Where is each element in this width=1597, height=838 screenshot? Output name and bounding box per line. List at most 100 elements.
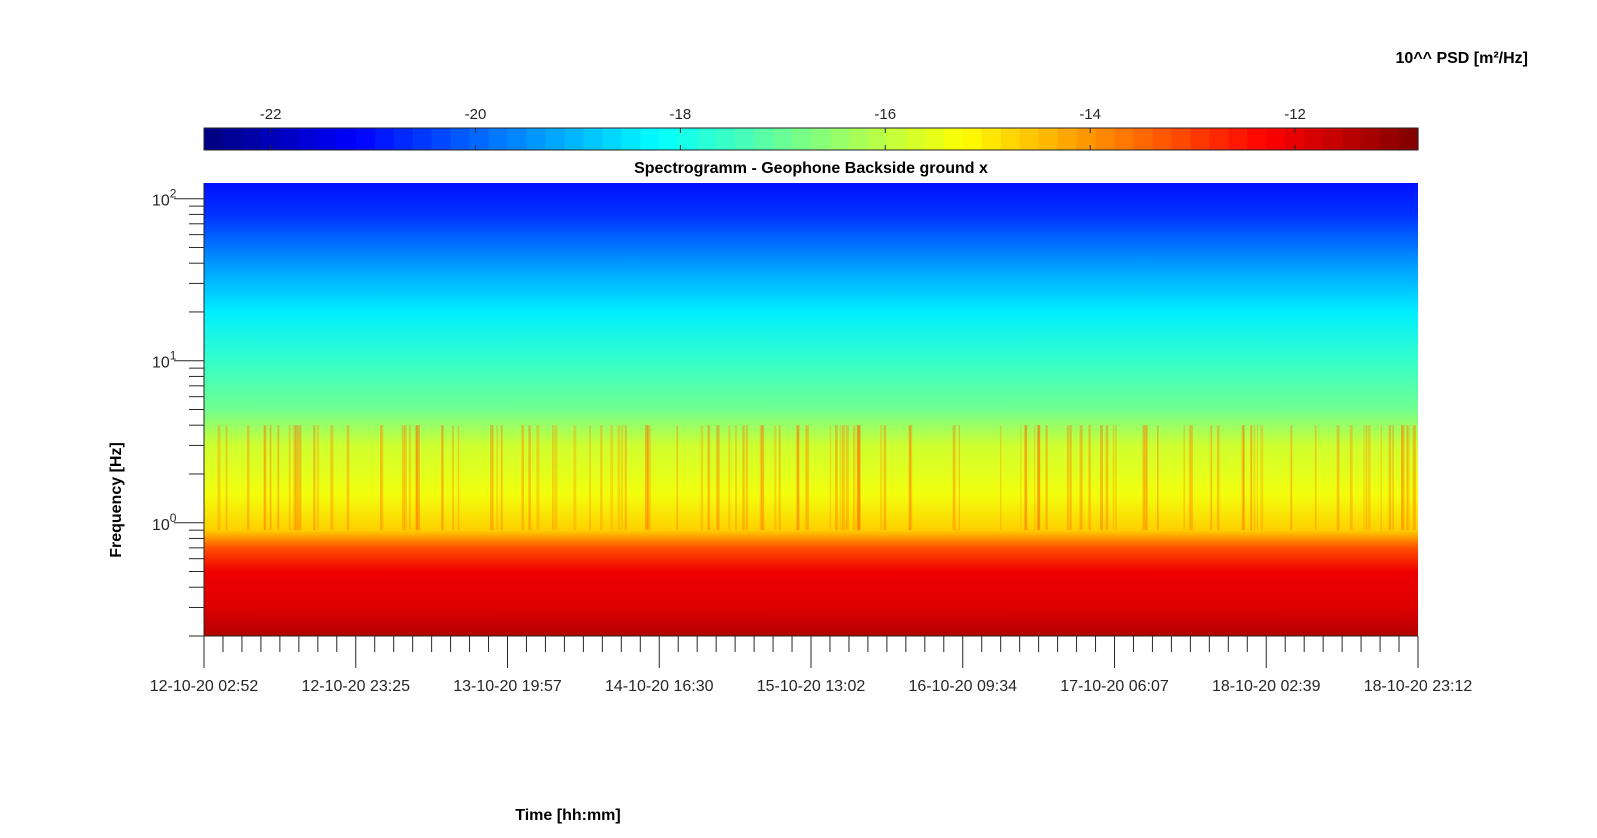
spectrogram-texture bbox=[1105, 425, 1109, 531]
spectrogram-texture bbox=[1115, 425, 1117, 531]
colorbar-segment bbox=[1076, 128, 1097, 150]
x-tick-label: 12-10-20 02:52 bbox=[150, 678, 259, 695]
spectrogram-texture bbox=[857, 425, 860, 531]
spectrogram-texture bbox=[554, 425, 558, 531]
colorbar-segment bbox=[1152, 128, 1173, 150]
colorbar-segment bbox=[1266, 128, 1286, 150]
spectrogram-texture bbox=[263, 425, 267, 531]
colorbar-segment bbox=[602, 128, 622, 150]
spectrogram-texture bbox=[1066, 425, 1070, 531]
colorbar-segment bbox=[1399, 128, 1419, 150]
spectrogram-texture bbox=[845, 425, 849, 531]
spectrogram-texture bbox=[1088, 425, 1091, 531]
spectrogram-texture bbox=[796, 425, 800, 531]
spectrogram-texture bbox=[589, 425, 591, 531]
colorbar-segment bbox=[564, 128, 584, 150]
x-tick-label: 14-10-20 16:30 bbox=[605, 678, 714, 695]
spectrogram-texture bbox=[759, 425, 763, 531]
spectrogram-texture bbox=[856, 425, 860, 531]
spectrogram-texture bbox=[404, 425, 407, 531]
spectrogram-texture bbox=[1183, 425, 1185, 531]
colorbar-tick-label: -16 bbox=[874, 106, 896, 123]
spectrogram-texture bbox=[1142, 425, 1146, 531]
colorbar-segment bbox=[1228, 128, 1248, 150]
colorbar-segment bbox=[867, 128, 888, 150]
spectrogram-texture bbox=[1412, 425, 1416, 531]
spectrogram-texture bbox=[646, 425, 649, 531]
spectrogram-texture bbox=[852, 425, 856, 531]
colorbar-segment bbox=[1057, 128, 1078, 150]
spectrogram-texture bbox=[1314, 425, 1317, 531]
spectrogram-texture bbox=[401, 425, 405, 531]
spectrogram-texture bbox=[735, 425, 737, 531]
colorbar-segment bbox=[431, 128, 452, 150]
spectrogram-texture bbox=[617, 425, 621, 531]
spectrogram-texture bbox=[536, 425, 540, 531]
y-tick-label: 102 bbox=[152, 187, 177, 210]
spectrogram-texture bbox=[295, 425, 299, 531]
x-tick-label: 16-10-20 09:34 bbox=[908, 678, 1017, 695]
spectrogram-texture bbox=[1156, 425, 1159, 531]
colorbar-segment bbox=[204, 128, 224, 150]
spectrogram-texture bbox=[1024, 425, 1027, 531]
spectrogram-texture bbox=[522, 425, 525, 531]
colorbar-segment bbox=[697, 128, 717, 150]
spectrogram-texture bbox=[1112, 425, 1115, 531]
colorbar-segment bbox=[1019, 128, 1040, 150]
y-axis: 100 101 102 bbox=[152, 183, 205, 637]
spectrogram-texture bbox=[624, 425, 627, 531]
x-tick-label: 18-10-20 02:39 bbox=[1212, 678, 1321, 695]
spectrogram-texture bbox=[298, 425, 302, 531]
spectrogram-texture bbox=[880, 425, 883, 531]
spectrogram-texture bbox=[1045, 425, 1048, 531]
colorbar: -22 -20 -18 -16 -14 -12 bbox=[203, 106, 1419, 151]
spectrogram-texture bbox=[841, 425, 844, 531]
colorbar-segment bbox=[924, 128, 945, 150]
spectrogram-texture bbox=[761, 425, 765, 531]
colorbar-segment bbox=[450, 128, 471, 150]
colorbar-segment bbox=[792, 128, 812, 150]
spectrogram-texture bbox=[521, 425, 524, 531]
spectrogram-texture bbox=[313, 425, 316, 531]
colorbar-label: 10^^ PSD [m²/Hz] bbox=[1396, 50, 1528, 67]
spectrogram-texture bbox=[952, 425, 956, 531]
colorbar-segment bbox=[1190, 128, 1210, 150]
spectrogram-texture bbox=[835, 425, 838, 531]
colorbar-segment bbox=[1095, 128, 1116, 150]
colorbar-tick-label: -12 bbox=[1284, 106, 1306, 123]
colorbar-segment bbox=[811, 128, 831, 150]
colorbar-segment bbox=[1171, 128, 1191, 150]
spectrogram-texture bbox=[805, 425, 808, 531]
spectrogram-texture bbox=[839, 425, 841, 531]
spectrogram-texture bbox=[277, 425, 280, 531]
colorbar-segment bbox=[1285, 128, 1305, 150]
spectrogram-texture bbox=[958, 425, 960, 531]
colorbar-segment bbox=[1304, 128, 1324, 150]
colorbar-tick-label: -22 bbox=[260, 106, 282, 123]
spectrogram-texture bbox=[806, 425, 810, 531]
spectrogram-texture bbox=[728, 425, 731, 531]
spectrogram-texture bbox=[330, 425, 332, 531]
colorbar-segment bbox=[943, 128, 964, 150]
spectrogram-texture bbox=[1250, 425, 1253, 531]
spectrogram-texture bbox=[380, 425, 383, 531]
colorbar-segment bbox=[735, 128, 755, 150]
colorbar-segment bbox=[241, 128, 262, 150]
spectrogram-texture bbox=[1392, 425, 1394, 531]
colorbar-segment bbox=[412, 128, 433, 150]
colorbar-segment bbox=[526, 128, 547, 150]
spectrogram-texture bbox=[528, 425, 532, 531]
colorbar-frame bbox=[203, 127, 1419, 151]
spectrogram-texture bbox=[648, 425, 651, 531]
spectrogram-texture bbox=[1241, 425, 1245, 531]
spectrogram-texture bbox=[1210, 425, 1213, 531]
colorbar-segment bbox=[905, 128, 926, 150]
spectrogram-texture bbox=[858, 425, 861, 531]
colorbar-segment bbox=[260, 128, 281, 150]
y-tick-label: 100 bbox=[152, 511, 177, 534]
colorbar-segment bbox=[886, 128, 907, 150]
spectrogram-texture bbox=[415, 425, 419, 531]
spectrogram-texture bbox=[1336, 425, 1340, 531]
spectrogram-texture bbox=[1037, 425, 1040, 531]
spectrogram-texture bbox=[1216, 425, 1220, 531]
